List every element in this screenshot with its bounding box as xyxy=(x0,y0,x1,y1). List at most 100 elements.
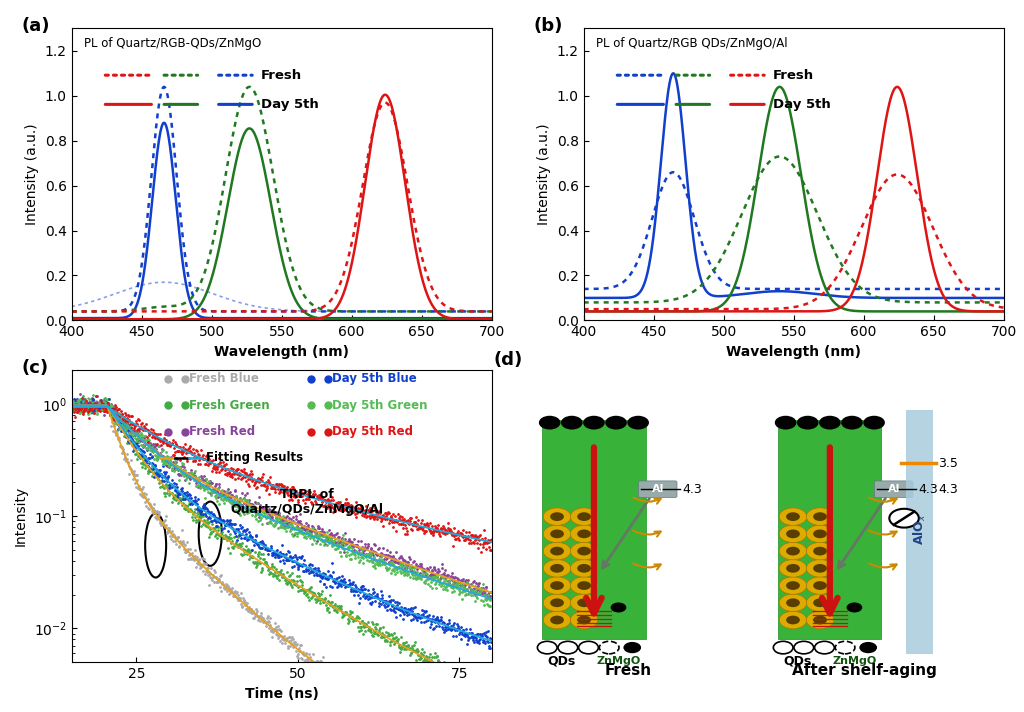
Text: ZnMgO: ZnMgO xyxy=(833,656,877,666)
Circle shape xyxy=(550,530,564,538)
Circle shape xyxy=(889,509,919,528)
Circle shape xyxy=(550,564,564,572)
Y-axis label: Intensity (a.u.): Intensity (a.u.) xyxy=(26,124,39,225)
Y-axis label: Intensity: Intensity xyxy=(14,486,28,546)
Text: PL of Quartz/RGB-QDs/ZnMgO: PL of Quartz/RGB-QDs/ZnMgO xyxy=(84,37,261,51)
Text: Fresh Blue: Fresh Blue xyxy=(189,372,259,385)
Circle shape xyxy=(605,416,627,429)
Circle shape xyxy=(544,525,570,543)
Circle shape xyxy=(786,581,800,590)
Text: 3.5: 3.5 xyxy=(938,457,957,470)
Circle shape xyxy=(819,416,841,429)
Text: Day 5th Red: Day 5th Red xyxy=(332,425,413,438)
Circle shape xyxy=(578,581,591,590)
Circle shape xyxy=(570,543,598,560)
Text: Fresh: Fresh xyxy=(605,663,652,678)
Circle shape xyxy=(779,594,807,612)
Text: After shelf-aging: After shelf-aging xyxy=(792,663,937,678)
Circle shape xyxy=(806,543,834,560)
Text: Fresh Green: Fresh Green xyxy=(189,399,270,412)
Circle shape xyxy=(813,530,827,538)
Text: QDs: QDs xyxy=(783,654,811,667)
Text: 4.3: 4.3 xyxy=(938,483,957,496)
Circle shape xyxy=(863,416,885,429)
Text: PL of Quartz/RGB QDs/ZnMgO/Al: PL of Quartz/RGB QDs/ZnMgO/Al xyxy=(596,37,787,51)
Text: Al: Al xyxy=(888,484,900,494)
Text: Day 5th: Day 5th xyxy=(772,98,830,111)
Text: Day 5th: Day 5th xyxy=(260,98,318,111)
Circle shape xyxy=(786,547,800,555)
Circle shape xyxy=(815,642,835,654)
Circle shape xyxy=(836,642,855,654)
Text: ZnMgO: ZnMgO xyxy=(596,656,641,666)
Circle shape xyxy=(561,416,583,429)
Circle shape xyxy=(544,577,570,595)
Circle shape xyxy=(806,577,834,595)
Text: Fresh Red: Fresh Red xyxy=(189,425,255,438)
Bar xyxy=(906,410,933,654)
Text: 4.3: 4.3 xyxy=(682,483,702,496)
Circle shape xyxy=(558,642,578,654)
Circle shape xyxy=(779,560,807,577)
Circle shape xyxy=(806,611,834,629)
Circle shape xyxy=(859,642,877,653)
Circle shape xyxy=(578,547,591,555)
Circle shape xyxy=(550,547,564,555)
Circle shape xyxy=(550,616,564,624)
Circle shape xyxy=(813,598,827,607)
Circle shape xyxy=(599,642,618,654)
Circle shape xyxy=(806,560,834,577)
Text: Fresh: Fresh xyxy=(772,68,814,82)
Circle shape xyxy=(813,616,827,624)
Circle shape xyxy=(583,416,605,429)
FancyBboxPatch shape xyxy=(639,481,677,498)
Circle shape xyxy=(610,602,627,612)
Circle shape xyxy=(628,416,649,429)
Circle shape xyxy=(794,642,814,654)
Circle shape xyxy=(806,594,834,612)
Circle shape xyxy=(806,525,834,543)
Circle shape xyxy=(797,416,818,429)
X-axis label: Wavelength (nm): Wavelength (nm) xyxy=(214,345,349,359)
Text: Day 5th Blue: Day 5th Blue xyxy=(332,372,417,385)
Text: TRPL of
Quartz/QDs/ZnMgO/Al: TRPL of Quartz/QDs/ZnMgO/Al xyxy=(230,488,383,515)
Circle shape xyxy=(786,564,800,572)
Circle shape xyxy=(578,598,591,607)
Circle shape xyxy=(570,594,598,612)
Circle shape xyxy=(550,581,564,590)
Text: Fresh: Fresh xyxy=(260,68,302,82)
Circle shape xyxy=(786,512,800,521)
Text: 4.3: 4.3 xyxy=(919,483,938,496)
Circle shape xyxy=(578,564,591,572)
Circle shape xyxy=(786,530,800,538)
Circle shape xyxy=(773,642,793,654)
Circle shape xyxy=(578,616,591,624)
Circle shape xyxy=(550,598,564,607)
Circle shape xyxy=(544,508,570,525)
Circle shape xyxy=(539,416,560,429)
Circle shape xyxy=(813,512,827,521)
Circle shape xyxy=(813,564,827,572)
Circle shape xyxy=(544,594,570,612)
Circle shape xyxy=(579,642,598,654)
Circle shape xyxy=(779,577,807,595)
Text: Al: Al xyxy=(651,484,664,494)
Circle shape xyxy=(538,642,557,654)
X-axis label: Time (ns): Time (ns) xyxy=(245,686,318,701)
Circle shape xyxy=(786,598,800,607)
Circle shape xyxy=(786,616,800,624)
Text: (c): (c) xyxy=(22,359,48,377)
Circle shape xyxy=(813,581,827,590)
Circle shape xyxy=(544,560,570,577)
Circle shape xyxy=(779,543,807,560)
Bar xyxy=(778,419,882,639)
Text: AlO$_x$: AlO$_x$ xyxy=(911,513,928,545)
Circle shape xyxy=(544,611,570,629)
Text: Fitting Results: Fitting Results xyxy=(206,451,303,464)
X-axis label: Wavelength (nm): Wavelength (nm) xyxy=(726,345,861,359)
Circle shape xyxy=(813,547,827,555)
Text: (d): (d) xyxy=(494,350,522,369)
Circle shape xyxy=(779,525,807,543)
Circle shape xyxy=(775,416,797,429)
Circle shape xyxy=(806,508,834,525)
